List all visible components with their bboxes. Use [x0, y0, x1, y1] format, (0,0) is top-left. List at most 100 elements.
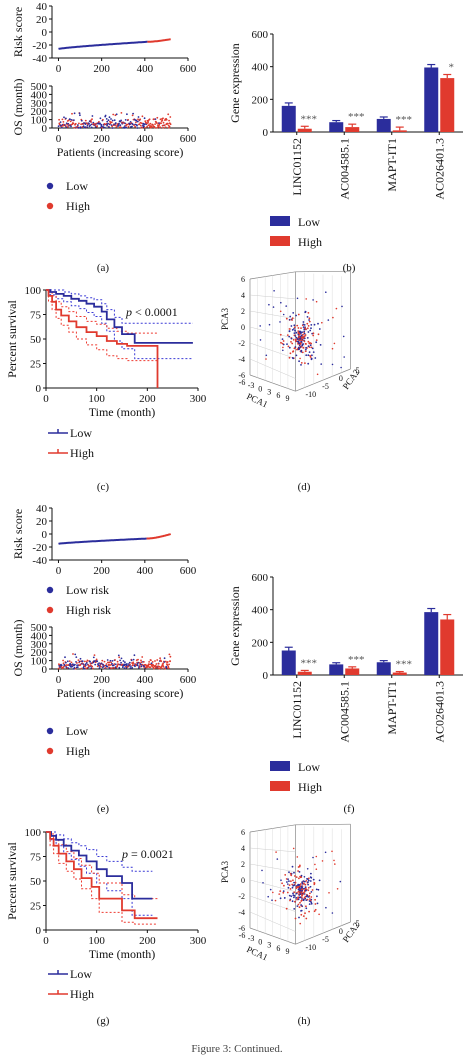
bar	[376, 118, 391, 132]
os-point	[79, 657, 82, 660]
survival-curve-g: 0 25 50 75 100 0 100 200 300 Percent survival Time…	[5, 827, 207, 1001]
pca-point	[294, 881, 297, 884]
os-point	[71, 665, 74, 668]
os-point	[91, 665, 94, 668]
pca-point	[268, 323, 271, 326]
os-point	[166, 661, 169, 663]
pca-point	[307, 881, 309, 884]
panel-label-g: (g)	[97, 1015, 110, 1027]
os-point	[124, 122, 126, 125]
y-tick-label: 200	[252, 94, 269, 106]
pca-point	[307, 879, 310, 882]
os-point	[71, 112, 73, 115]
os-point	[63, 116, 65, 119]
pca-point	[293, 332, 296, 334]
pca-point	[291, 886, 294, 889]
os-point	[124, 661, 126, 664]
os-point	[162, 126, 165, 129]
category-label: AC026401.3	[432, 138, 446, 200]
legend-label: High	[70, 446, 94, 460]
y-tick-label: 400	[252, 605, 269, 617]
pca-point	[297, 870, 299, 872]
x-tick-label: 300	[190, 393, 207, 405]
significance-marker: ***	[396, 659, 413, 671]
y-axis-title: PCA2	[341, 367, 362, 391]
pca-point	[312, 332, 315, 335]
pca-point	[312, 334, 315, 337]
pca-point	[298, 891, 300, 893]
x-tick-label: 400	[137, 63, 154, 75]
os-point	[94, 124, 97, 127]
os-point	[76, 666, 79, 668]
pca-point	[293, 896, 295, 899]
pca-point	[307, 362, 310, 365]
os-point	[72, 663, 74, 666]
os-point	[103, 126, 106, 129]
pca-point	[282, 313, 285, 316]
pca-point	[300, 896, 303, 899]
os-point	[120, 112, 123, 114]
os-point	[148, 661, 151, 663]
cube-edge	[295, 270, 351, 273]
x-tick-label: 400	[137, 565, 154, 577]
os-point	[65, 661, 67, 664]
y-tick-label: 75	[30, 852, 42, 864]
os-point	[154, 660, 156, 662]
os-point	[165, 118, 168, 121]
x-tick-label: 600	[180, 674, 197, 686]
legend-label: Low	[70, 967, 92, 981]
os-point	[162, 121, 165, 124]
y-axis-title: OS (month)	[11, 78, 25, 135]
x-tick-label: 6	[276, 391, 280, 400]
legend-label: Low	[298, 215, 320, 229]
os-point	[111, 662, 113, 665]
os-point	[76, 664, 78, 667]
os-point	[159, 657, 162, 660]
pca-point	[308, 900, 311, 902]
p-symbol: p	[121, 847, 128, 861]
os-point	[72, 122, 75, 125]
os-point	[130, 659, 133, 662]
pca-point	[284, 874, 287, 876]
bar	[297, 128, 312, 132]
pca-point	[304, 912, 306, 915]
panel-label-c: (c)	[97, 481, 110, 493]
os-point	[83, 664, 86, 666]
y-axis-title: Percent survival	[5, 842, 19, 920]
os-point	[151, 661, 154, 663]
os-point	[153, 118, 155, 121]
os-point	[140, 665, 143, 668]
os-point	[92, 667, 94, 670]
pca-point	[279, 890, 282, 892]
os-point	[92, 656, 95, 659]
os-point	[117, 654, 120, 657]
pca-point	[343, 356, 346, 358]
pca-point	[315, 888, 318, 891]
pca-point	[328, 892, 330, 894]
ci-lower-line	[46, 831, 153, 916]
os-point	[90, 123, 93, 126]
os-point	[167, 113, 170, 116]
pca-point	[299, 357, 301, 360]
pca-point	[310, 342, 313, 345]
y-tick-label: 200	[252, 637, 269, 649]
os-point	[109, 664, 111, 667]
pca-point	[293, 908, 296, 910]
os-point	[67, 667, 70, 669]
os-point	[154, 664, 157, 667]
os-point	[81, 126, 84, 128]
pca-point	[259, 339, 262, 341]
pca-point	[304, 883, 307, 886]
os-point	[108, 126, 110, 129]
pca-point	[281, 882, 283, 885]
pca-point	[287, 883, 289, 885]
os-point	[162, 117, 164, 120]
pca-point	[305, 348, 307, 351]
pca-point	[305, 917, 308, 920]
pca-point	[306, 868, 309, 870]
os-point	[137, 658, 139, 661]
y-tick-label: -40	[32, 555, 47, 567]
